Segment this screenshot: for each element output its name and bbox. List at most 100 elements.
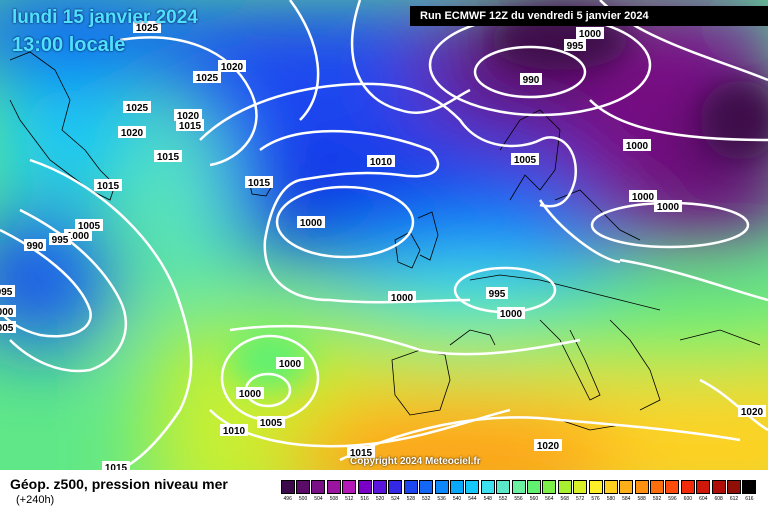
legend-swatch [665,480,680,494]
legend-cell: 496 [280,480,295,502]
pressure-label: 1005 [514,155,537,166]
legend-cell: 604 [696,480,711,502]
pressure-label: 1000 [300,218,323,229]
legend-label: 516 [360,496,369,502]
pressure-label: 1015 [105,463,128,470]
legend-label: 532 [422,496,431,502]
legend-cell: 520 [372,480,388,502]
legend-label: 608 [714,496,723,502]
legend-cell: 516 [357,480,372,502]
legend-swatch [727,480,742,494]
pressure-label-bg [174,109,202,121]
pressure-label-bg [123,101,151,113]
pressure-label-bg [511,153,539,165]
legend-cell: 540 [449,480,464,502]
pressure-label-bg [388,291,416,303]
legend-swatch [542,480,557,494]
forecast-range: (+240h) [16,494,55,506]
pressure-label-bg [218,60,246,72]
legend-label: 504 [314,496,323,502]
pressure-label: 1000 [500,309,523,320]
legend-label: 512 [345,496,354,502]
legend-cell: 560 [526,480,541,502]
legend-swatch [357,480,372,494]
legend-cell: 564 [542,480,557,502]
legend-cell: 616 [742,480,757,502]
legend-label: 584 [622,496,631,502]
legend-label: 524 [391,496,400,502]
legend-cell: 524 [388,480,403,502]
legend-label: 592 [652,496,662,502]
pressure-label: 995 [567,41,584,52]
legend-label: 616 [745,496,754,502]
pressure-label-bg [220,424,248,436]
pressure-label: 1020 [121,128,144,139]
legend-label: 548 [483,496,492,502]
legend-swatch [280,480,295,494]
pressure-label: 000 [0,307,14,318]
pressure-label-bg [367,155,395,167]
legend-label: 564 [545,496,554,502]
legend-cell: 572 [572,480,588,502]
pressure-label-bg [245,176,273,188]
legend-label: 536 [437,496,446,502]
pressure-label: 1000 [626,141,649,152]
pressure-label: 005 [0,323,14,334]
pressure-label: 1010 [370,157,393,168]
legend-label: 572 [575,496,585,502]
legend-cell: 508 [326,480,341,502]
legend-swatch [696,480,711,494]
legend-cell: 528 [403,480,418,502]
pressure-label-bg [497,307,525,319]
pressure-label: 1015 [179,121,202,132]
legend-cell: 512 [342,480,357,502]
legend-label: 568 [560,496,569,502]
pressure-label-bg [133,21,161,33]
pressure-label: 1000 [632,192,655,203]
pressure-label-bg [102,461,130,470]
legend-cell: 548 [480,480,495,502]
pressure-label: 1015 [97,181,120,192]
legend-label: 596 [668,496,677,502]
legend-swatch [573,480,588,494]
legend-cell: 568 [557,480,572,502]
legend-label: 588 [637,496,646,502]
pressure-label-bg [236,387,264,399]
pressure-label-bg [154,150,182,162]
legend-cell: 588 [634,480,649,502]
legend-swatch [311,480,326,494]
map-title: Géop. z500, pression niveau mer [10,476,228,492]
legend-cell: 556 [511,480,526,502]
legend-label: 604 [699,496,708,502]
pressure-label: 1000 [67,231,90,242]
pressure-label-bg [193,71,221,83]
legend-cell: 612 [726,480,742,502]
pressure-label: 1025 [196,73,219,84]
legend-label: 544 [468,496,477,502]
pressure-label: 995 [52,235,69,246]
color-legend: 496 500 504 508 512 516 520 524 528 532 536 540 544 5… [280,480,757,502]
pressure-label-bg [629,190,657,202]
legend-label: 500 [298,496,308,502]
legend-cell: 544 [465,480,480,502]
pressure-label-bg [654,200,682,212]
legend-swatch [434,480,449,494]
legend-cell: 596 [665,480,680,502]
legend-cell: 536 [434,480,449,502]
legend-swatch [619,480,634,494]
legend-cell: 600 [680,480,695,502]
pressure-label: 1020 [177,111,200,122]
pressure-label-bg [257,416,285,428]
forecast-date: lundi 15 janvier 2024 [12,7,198,28]
pressure-label-bg [297,216,325,228]
legend-swatch [680,480,695,494]
legend-cell: 552 [495,480,511,502]
copyright: Copyright 2024 Meteociel.fr [350,456,481,467]
legend-cell: 504 [311,480,326,502]
geopotential-map: 1025 1020 1025 1025 1020 1015 1020 1015 1015 1015… [0,0,768,470]
legend-swatch [326,480,341,494]
pressure-label: 1015 [157,152,180,163]
pressure-label-bg [49,233,71,245]
pressure-label: 1020 [741,407,764,418]
